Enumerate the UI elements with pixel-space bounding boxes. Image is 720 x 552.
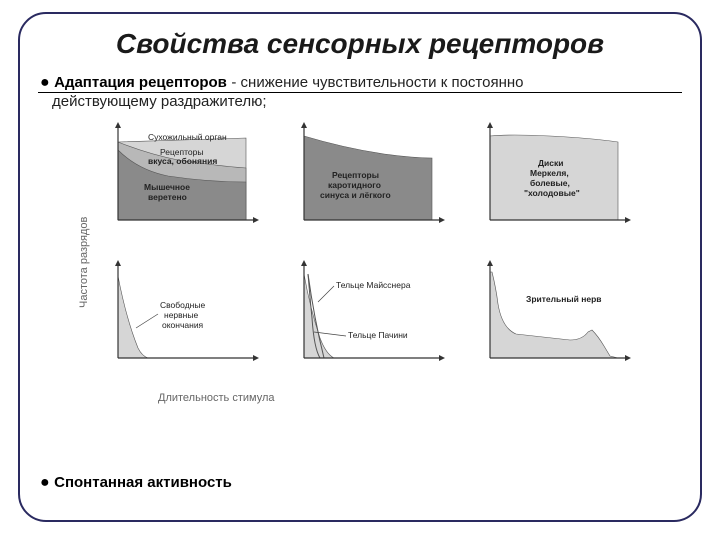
panel-2-2: Тельце Майсснера Тельце Пачини xyxy=(284,258,454,388)
svg-text:Тельце Майсснера: Тельце Майсснера xyxy=(336,280,411,290)
slide-title: Свойства сенсорных рецепторов xyxy=(38,28,682,60)
svg-text:нервные: нервные xyxy=(164,310,198,320)
spontaneous-text: Спонтанная активность xyxy=(54,474,232,491)
svg-text:Зрительный нерв: Зрительный нерв xyxy=(526,294,602,304)
adaptation-desc-1: снижение чувствительности к постоянно xyxy=(241,74,524,91)
svg-text:каротидного: каротидного xyxy=(328,180,381,190)
svg-text:вкуса, обоняния: вкуса, обоняния xyxy=(148,156,217,166)
svg-text:Мышечное: Мышечное xyxy=(144,182,190,192)
svg-text:Свободные: Свободные xyxy=(160,300,205,310)
svg-text:Тельце Пачини: Тельце Пачини xyxy=(348,330,408,340)
chart-area: Частота разрядов Сухожильный орган Рецепт… xyxy=(78,120,682,404)
svg-text:"холодовые": "холодовые" xyxy=(524,188,580,198)
panel-2-3: Зрительный нерв xyxy=(470,258,640,388)
panel-1-1: Сухожильный органРецепторывкуса, обоняни… xyxy=(98,120,268,250)
svg-text:Меркеля,: Меркеля, xyxy=(530,168,569,178)
adaptation-term: Адаптация рецепторов xyxy=(54,74,227,91)
x-axis-label: Длительность стимула xyxy=(158,392,640,404)
svg-text:синуса и лёгкого: синуса и лёгкого xyxy=(320,190,391,200)
bullet-adaptation: ● Адаптация рецепторов - снижение чувств… xyxy=(38,74,682,93)
svg-text:веретено: веретено xyxy=(148,192,187,202)
bullet-spontaneous: ● Спонтанная активность xyxy=(40,474,232,492)
adaptation-desc-2: действующему раздражителю; xyxy=(38,93,682,110)
panel-1-3: ДискиМеркеля,болевые,"холодовые" xyxy=(470,120,640,250)
svg-text:Диски: Диски xyxy=(538,158,564,168)
svg-text:Рецепторы: Рецепторы xyxy=(332,170,379,180)
slide-frame: Свойства сенсорных рецепторов ● Адаптаци… xyxy=(18,12,702,522)
y-axis-label: Частота разрядов xyxy=(78,137,90,387)
adaptation-sep: - xyxy=(231,74,240,91)
chart-grid: Сухожильный орган Рецепторы вкуса, обоняни… xyxy=(98,120,640,388)
panel-2-1: Свободныенервныеокончания xyxy=(98,258,268,388)
bullet-dot: ● xyxy=(40,74,54,91)
svg-text:Сухожильный орган: Сухожильный орган xyxy=(148,132,227,142)
bullet-dot-2: ● xyxy=(40,474,54,491)
svg-text:окончания: окончания xyxy=(162,320,204,330)
panel-1-2: Рецепторыкаротидногосинуса и лёгкого xyxy=(284,120,454,250)
svg-text:болевые,: болевые, xyxy=(530,178,570,188)
